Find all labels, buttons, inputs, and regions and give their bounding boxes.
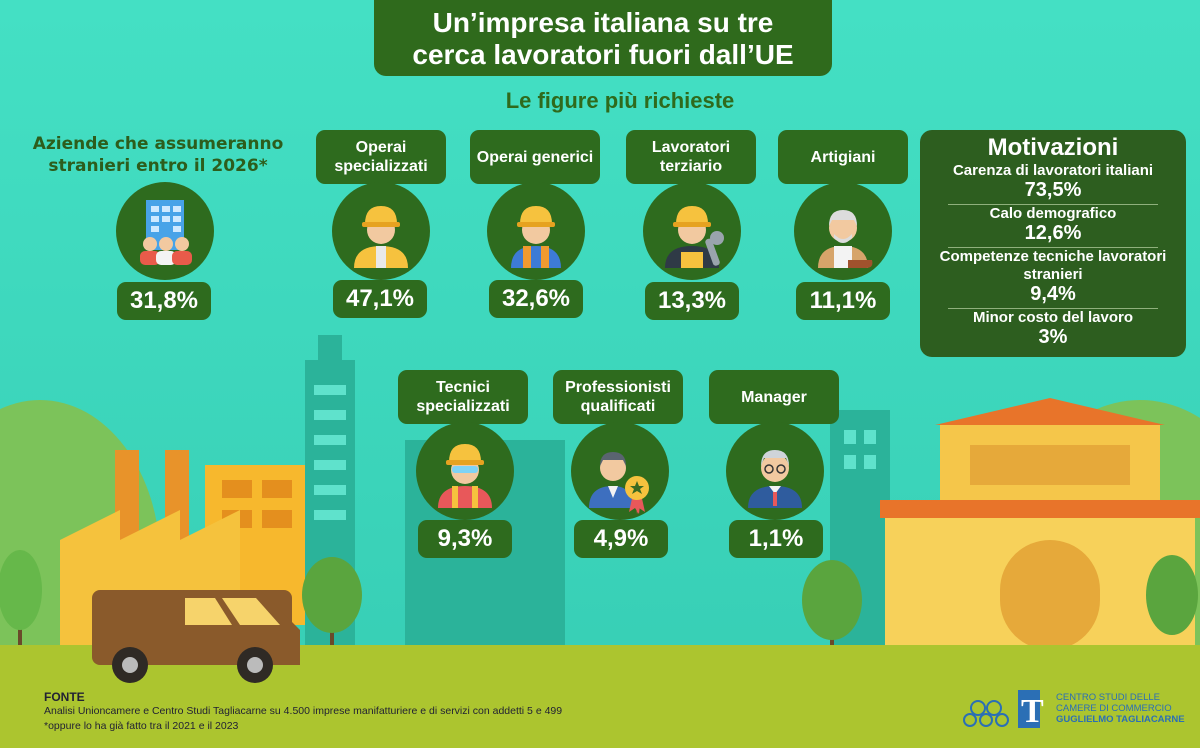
professional-award-icon	[571, 422, 669, 520]
subtitle: Le figure più richieste	[505, 88, 735, 113]
main-title: Un’impresa italiana su tre cerca lavorat…	[374, 0, 832, 76]
motivation-label-carenza: Carenza di lavoratori italiani	[952, 162, 1154, 179]
logo-line-1: CENTRO STUDI DELLE	[1056, 692, 1160, 703]
tagliacarne-logo: CENTRO STUDI DELLE CAMERE DI COMMERCIO G…	[1056, 692, 1185, 725]
figure-value-lavoratori-terziario: 13,3%	[645, 282, 739, 320]
figure-value-operai-specializzati: 47,1%	[333, 280, 427, 318]
figure-value-artigiani: 11,1%	[796, 282, 890, 320]
motivation-value-calo: 12,6%	[948, 223, 1158, 248]
office-building-people-icon	[116, 182, 214, 280]
source-footnote: *oppure lo ha già fatto tra il 2021 e il…	[44, 720, 239, 732]
figure-label-artigiani: Artigiani	[778, 130, 908, 184]
logo-line-2: CAMERE DI COMMERCIO	[1056, 703, 1172, 714]
figure-value-tecnici-specializzati: 9,3%	[418, 520, 512, 558]
motivation-label-competenze: Competenze tecniche lavoratori stranieri	[939, 248, 1167, 283]
figure-label-lavoratori-terziario: Lavoratori terziario	[626, 130, 756, 184]
figure-label-operai-generici: Operai generici	[470, 130, 600, 184]
source-note: FONTE Analisi Unioncamere e Centro Studi…	[44, 690, 562, 734]
figure-label-manager: Manager	[709, 370, 839, 424]
motivation-label-costo: Minor costo del lavoro	[972, 309, 1134, 326]
motivation-value-competenze: 9,4%	[948, 284, 1158, 309]
hiring-value: 31,8%	[117, 282, 211, 320]
motivation-value-costo: 3%	[1038, 326, 1068, 348]
mechanic-wrench-icon	[643, 182, 741, 280]
figure-label-operai-specializzati: Operai specializzati	[316, 130, 446, 184]
technician-icon	[416, 422, 514, 520]
hiring-label-line-2: stranieri entro il 2026*	[48, 156, 268, 176]
construction-worker-icon	[332, 182, 430, 280]
title-line-2: cerca lavoratori fuori dall’UE	[412, 39, 794, 70]
source-line-1: Analisi Unioncamere e Centro Studi Tagli…	[44, 705, 563, 717]
title-line-1: Un’impresa italiana su tre	[432, 7, 774, 38]
shoemaker-icon	[794, 182, 892, 280]
figure-label-tecnici-specializzati: Tecnici specializzati	[398, 370, 528, 424]
figure-value-professionisti-qualificati: 4,9%	[574, 520, 668, 558]
figure-label-professionisti-qualificati: Professionisti qualificati	[553, 370, 683, 424]
figure-value-manager: 1,1%	[729, 520, 823, 558]
source-heading: FONTE	[44, 690, 85, 704]
manager-icon	[726, 422, 824, 520]
logo-line-3: GUGLIELMO TAGLIACARNE	[1056, 714, 1185, 725]
motivations-title: Motivazioni	[987, 134, 1119, 161]
motivations-panel: Motivazioni Carenza di lavoratori italia…	[920, 130, 1186, 357]
worker-helmet-icon	[487, 182, 585, 280]
hiring-label: Aziende che assumeranno stranieri entro …	[18, 133, 298, 177]
motivation-label-calo: Calo demografico	[989, 205, 1117, 222]
hiring-label-line-1: Aziende che assumeranno	[32, 134, 284, 154]
motivation-value-carenza: 73,5%	[948, 180, 1158, 205]
svg-text:T: T	[1021, 693, 1044, 730]
figure-value-operai-generici: 32,6%	[489, 280, 583, 318]
